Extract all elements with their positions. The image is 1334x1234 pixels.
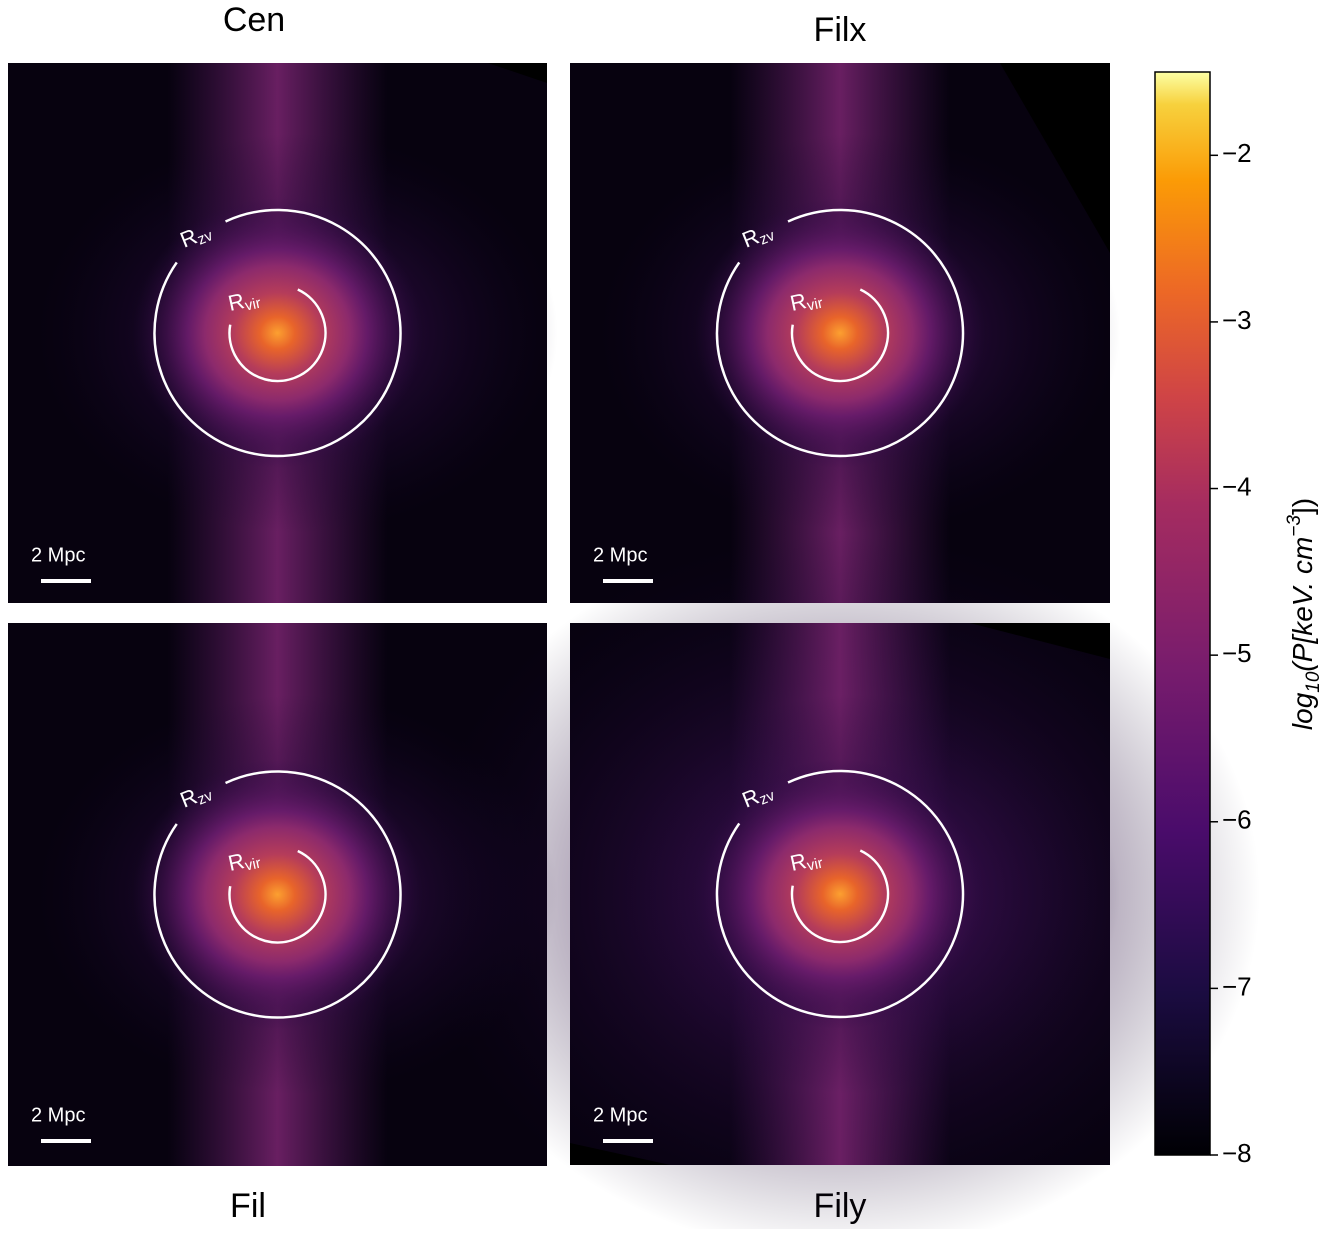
label-text: R xyxy=(788,848,809,876)
mask-edge xyxy=(488,63,547,83)
tick-label: −8 xyxy=(1222,1138,1252,1168)
tick-label: −6 xyxy=(1222,805,1252,835)
tick-label: −4 xyxy=(1222,471,1252,501)
label-sub: vir xyxy=(805,855,824,875)
halo xyxy=(132,759,423,1030)
scale-label: 2 Mpc xyxy=(593,1104,647,1126)
label-sup: −3 xyxy=(1284,515,1305,537)
label-text: R xyxy=(226,848,247,876)
label-sub: zv xyxy=(195,787,216,809)
label-sub: vir xyxy=(243,295,262,315)
outer-circle xyxy=(715,769,965,1019)
tick-label: −5 xyxy=(1222,638,1252,668)
label-sub: zv xyxy=(757,227,778,249)
scale-bar xyxy=(603,1139,653,1143)
inner-circle xyxy=(790,849,890,944)
inner-label: Rvir xyxy=(788,845,825,878)
mask-edge xyxy=(1000,63,1110,253)
inner-label: Rvir xyxy=(226,845,263,878)
label-sub: vir xyxy=(805,295,824,315)
panel: Rzv Rvir 2 Mpc xyxy=(420,534,1260,1234)
tick-label: −3 xyxy=(1222,305,1252,335)
label-sub: zv xyxy=(757,787,778,809)
label-part: log xyxy=(1287,692,1318,730)
mask-edge xyxy=(970,623,1110,659)
inner-circle xyxy=(228,288,327,383)
panel-title: Filx xyxy=(814,11,867,49)
colorbar-ticks: −2 −3 −4 −5 −6 −7 −8 xyxy=(1210,138,1252,1168)
label-part: ]) xyxy=(1287,498,1318,515)
colorbar xyxy=(1154,71,1211,1156)
halo xyxy=(132,198,423,468)
scale-bar xyxy=(603,579,653,583)
halo xyxy=(695,759,985,1029)
panel-title: Fil xyxy=(230,1187,266,1225)
scale-bar xyxy=(41,1139,91,1143)
label-part: (P[keV. cm xyxy=(1287,537,1318,672)
tick-label: −7 xyxy=(1222,971,1252,1001)
panel: Rzv Rvir 2 Mpc xyxy=(570,63,1120,603)
inner-label: Rvir xyxy=(226,285,263,318)
outer-circle xyxy=(153,208,402,458)
scale-bar xyxy=(41,579,91,583)
outer-circle xyxy=(715,208,965,458)
inner-label: Rvir xyxy=(788,285,825,318)
mask-edge xyxy=(570,1143,670,1165)
outer-label: Rzv xyxy=(739,778,778,815)
tick-label: −2 xyxy=(1222,138,1252,168)
label-sub: 10 xyxy=(1303,671,1324,693)
panel: Rzv Rvir 2 Mpc xyxy=(8,63,558,603)
panels: Cen Rzv Rvir 2 Mpc Filx Rzv Rvir 2 Mpc Fil Rzv Rvi… xyxy=(8,1,1260,1234)
scale-label: 2 Mpc xyxy=(31,1104,85,1126)
halo xyxy=(695,198,985,468)
scale-label: 2 Mpc xyxy=(593,544,647,566)
inner-circle xyxy=(228,849,327,944)
label-sub: zv xyxy=(195,227,216,249)
inner-circle xyxy=(790,288,890,383)
scale-label: 2 Mpc xyxy=(31,544,85,566)
label-text: R xyxy=(788,288,809,316)
outer-circle xyxy=(153,770,402,1019)
colorbar-label: log10(P[keV. cm−3]) xyxy=(1284,498,1324,730)
label-sub: vir xyxy=(243,855,262,875)
panel-title: Cen xyxy=(223,1,285,39)
label-text: R xyxy=(226,288,247,316)
